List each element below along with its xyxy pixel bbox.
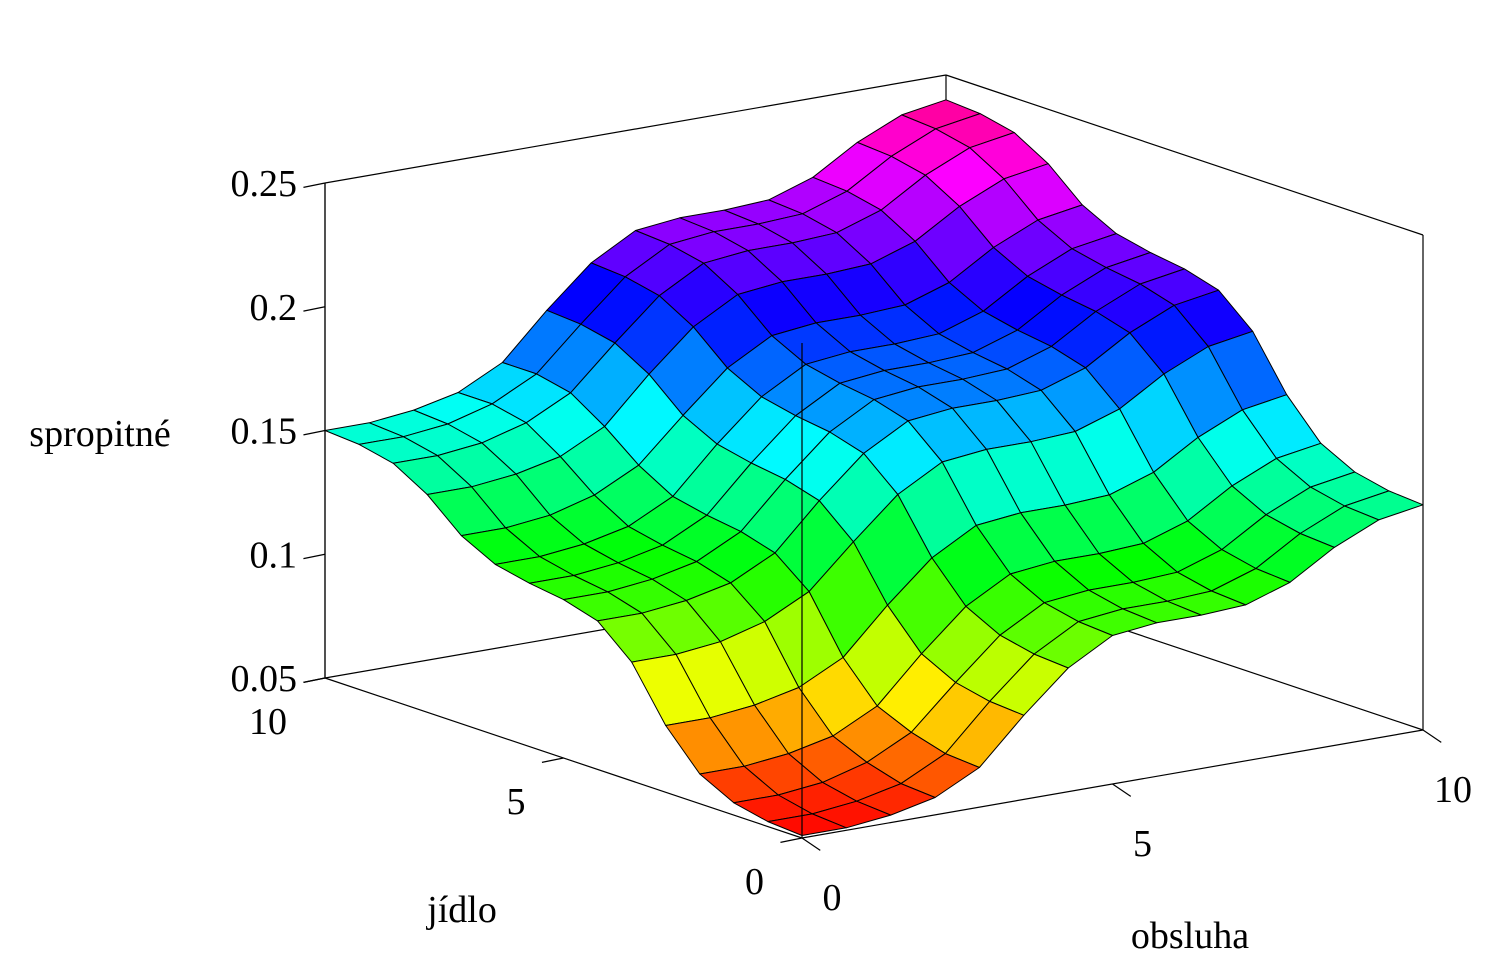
y-tick [780,837,803,843]
x-tick [801,837,821,851]
surface-mesh [324,99,1424,836]
surface-patch [767,813,847,836]
x-tick-label: 10 [1434,769,1472,811]
x-tick-label: 5 [1133,823,1152,865]
z-tick-label: 0.1 [250,534,298,576]
y-axis-title: jídlo [425,889,497,931]
x-axis-title: obsluha [1131,915,1249,957]
y-tick-label: 5 [507,781,526,823]
box-edge [945,74,1424,236]
y-tick [541,757,564,763]
z-tick [303,306,326,312]
z-tick-label: 0.05 [231,658,298,700]
z-tick [303,553,326,560]
z-tick-label: 0.2 [250,287,298,329]
x-tick [1112,783,1132,797]
z-tick [303,429,326,436]
z-tick [303,677,326,683]
z-tick [303,182,326,188]
z-tick-label: 0.25 [231,163,298,205]
x-tick [1422,729,1442,743]
box-edge [324,74,947,184]
x-tick-label: 0 [823,877,842,919]
y-tick-label: 10 [249,701,287,743]
z-tick-label: 0.15 [231,411,298,453]
z-axis-title: spropitné [29,413,170,455]
y-tick-label: 0 [745,861,764,903]
